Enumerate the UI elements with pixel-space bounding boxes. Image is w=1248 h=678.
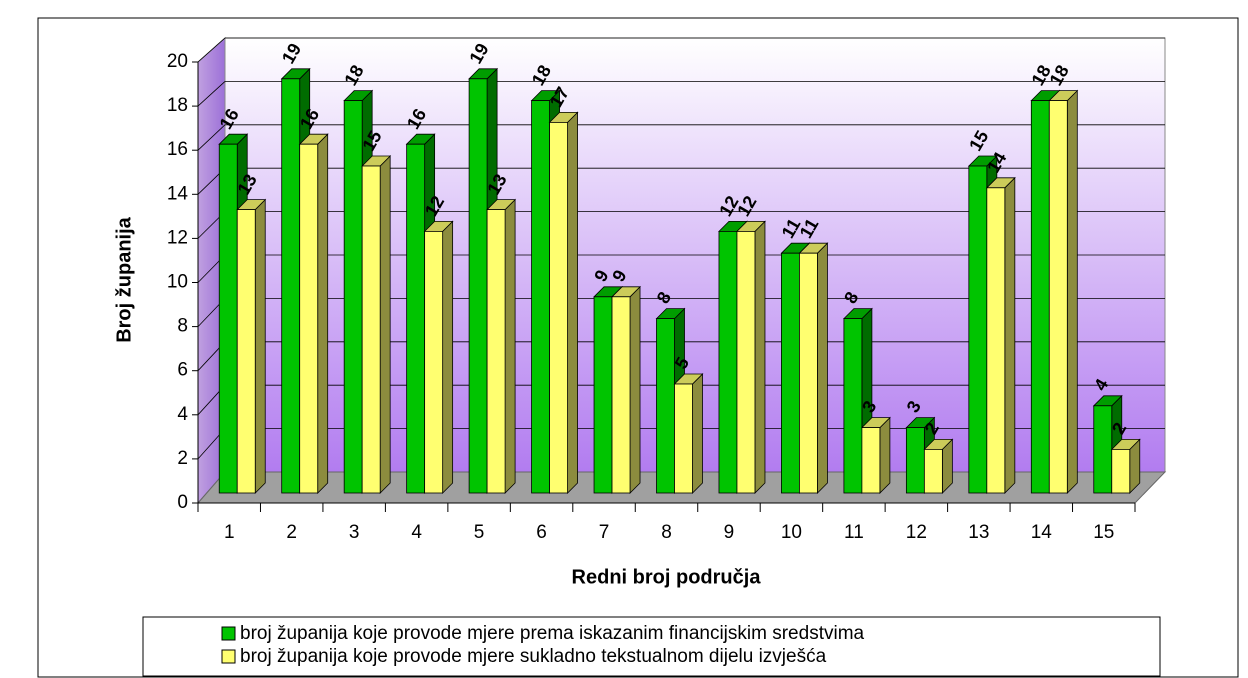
- bar: [718, 230, 738, 494]
- bar: [781, 252, 800, 494]
- bar: [656, 318, 675, 494]
- legend-swatch: [221, 626, 236, 641]
- bar: [406, 143, 426, 494]
- bar: [611, 296, 631, 494]
- bar: [1030, 100, 1050, 494]
- legend-swatch: [221, 649, 236, 664]
- bar: [281, 78, 301, 494]
- y-tick-label: 4: [177, 404, 188, 425]
- x-tick-label: 8: [661, 522, 672, 543]
- x-tick-label: 2: [286, 522, 297, 543]
- bar: [468, 78, 488, 494]
- bar-side: [879, 416, 891, 494]
- bar: [674, 383, 693, 494]
- y-tick-label: 18: [167, 95, 188, 116]
- grid-line: [197, 37, 226, 63]
- bar-side: [754, 220, 766, 494]
- x-tick-label: 6: [536, 522, 547, 543]
- bar: [736, 230, 756, 494]
- bar-side: [1004, 176, 1016, 494]
- y-tick-label: 6: [177, 360, 188, 381]
- x-tick-label: 3: [349, 522, 360, 543]
- x-tick-label: 9: [724, 522, 735, 543]
- bar: [531, 100, 550, 494]
- x-tick-label: 12: [906, 522, 927, 543]
- bar: [236, 209, 256, 494]
- bar: [1093, 405, 1113, 494]
- y-tick-label: 2: [177, 448, 188, 469]
- x-tick-label: 11: [844, 522, 864, 543]
- bar-side: [317, 133, 329, 494]
- x-tick-label: 7: [599, 522, 610, 543]
- y-tick-label: 14: [167, 183, 189, 204]
- y-tick-label: 12: [167, 227, 188, 248]
- bar: [799, 252, 818, 494]
- bar: [486, 209, 506, 494]
- x-tick-label: 10: [781, 522, 802, 543]
- x-axis-title: Redni broj područja: [572, 566, 762, 588]
- bar-side: [254, 198, 266, 494]
- y-tick-label: 10: [167, 272, 188, 293]
- grid-line: [197, 124, 226, 151]
- bar: [843, 318, 863, 494]
- bar: [593, 296, 613, 494]
- bar: [968, 165, 988, 494]
- x-tick-label: 14: [1031, 522, 1053, 543]
- legend: [142, 616, 1161, 677]
- bar: [1111, 448, 1131, 494]
- legend-label: broj županija koje provode mjere prema i…: [240, 623, 865, 644]
- x-tick-label: 4: [411, 522, 422, 543]
- x-tick-label: 1: [224, 522, 235, 543]
- bar: [361, 165, 381, 494]
- bar: [923, 448, 943, 494]
- x-tick-label: 5: [474, 522, 485, 543]
- bar: [343, 100, 363, 494]
- bar-side: [1066, 89, 1078, 494]
- y-tick-label: 0: [177, 492, 188, 513]
- bar: [1048, 100, 1068, 494]
- grid-line: [197, 81, 226, 107]
- bar: [905, 427, 925, 494]
- bar: [218, 143, 238, 494]
- y-axis-title: Broj županija: [113, 216, 135, 342]
- bar: [299, 143, 319, 494]
- bar-side: [504, 198, 516, 494]
- y-tick-label: 8: [177, 316, 188, 337]
- bar: [986, 187, 1006, 494]
- x-tick-label: 15: [1093, 522, 1114, 543]
- bar: [424, 230, 444, 494]
- bar-side: [567, 111, 578, 494]
- bar: [861, 427, 881, 494]
- bar-side: [379, 155, 391, 494]
- bar-side: [629, 285, 641, 494]
- x-tick-label: 13: [968, 522, 989, 543]
- y-tick-label: 20: [167, 51, 188, 72]
- bar-side: [442, 220, 454, 494]
- legend-label: broj županija koje provode mjere sukladn…: [240, 646, 827, 667]
- bar-side: [817, 242, 828, 494]
- bar: [549, 122, 568, 494]
- y-tick-label: 16: [167, 139, 188, 160]
- bar-side: [692, 373, 703, 494]
